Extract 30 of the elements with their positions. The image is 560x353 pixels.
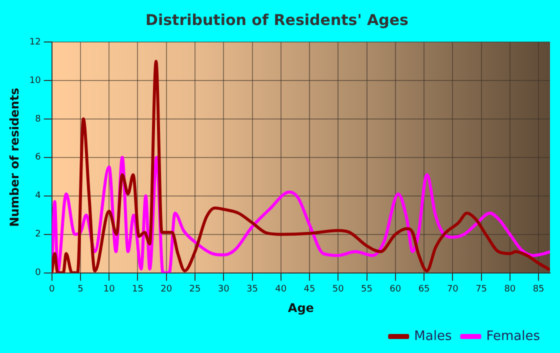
legend-label: Females (486, 328, 540, 344)
y-tick-label: 10 (29, 76, 42, 86)
legend-label: Males (414, 328, 452, 344)
x-tick-label: 60 (390, 284, 402, 295)
x-tick-label: 40 (275, 284, 287, 295)
y-tick-label: 2 (35, 230, 41, 240)
x-tick-label: 30 (218, 284, 230, 295)
x-tick-label: 55 (361, 284, 372, 295)
x-tick-label: 65 (418, 284, 430, 295)
x-tick-label: 25 (189, 284, 201, 295)
x-tick-label: 45 (304, 284, 316, 295)
x-axis-title: Age (288, 300, 314, 315)
x-tick-label: 0 (48, 284, 55, 295)
y-tick-label: 6 (35, 152, 42, 163)
x-tick-label: 10 (103, 284, 116, 295)
x-tick-label: 20 (160, 284, 172, 295)
y-tick-label: 0 (35, 268, 42, 278)
x-tick-label: 35 (246, 284, 258, 295)
chart-title: Distribution of Residents' Ages (146, 10, 409, 29)
x-tick-label: 15 (132, 284, 144, 295)
y-tick-label: 12 (29, 37, 41, 48)
x-tick-label: 75 (476, 284, 488, 295)
x-tick-label: 50 (332, 284, 344, 295)
x-tick-label: 70 (446, 284, 459, 295)
x-tick-label: 5 (78, 284, 84, 295)
y-tick-label: 8 (35, 114, 42, 124)
x-tick-label: 80 (504, 284, 516, 295)
y-axis-title: Number of residents (7, 88, 22, 227)
y-tick-label: 4 (35, 191, 42, 202)
x-tick-label: 85 (532, 284, 544, 295)
